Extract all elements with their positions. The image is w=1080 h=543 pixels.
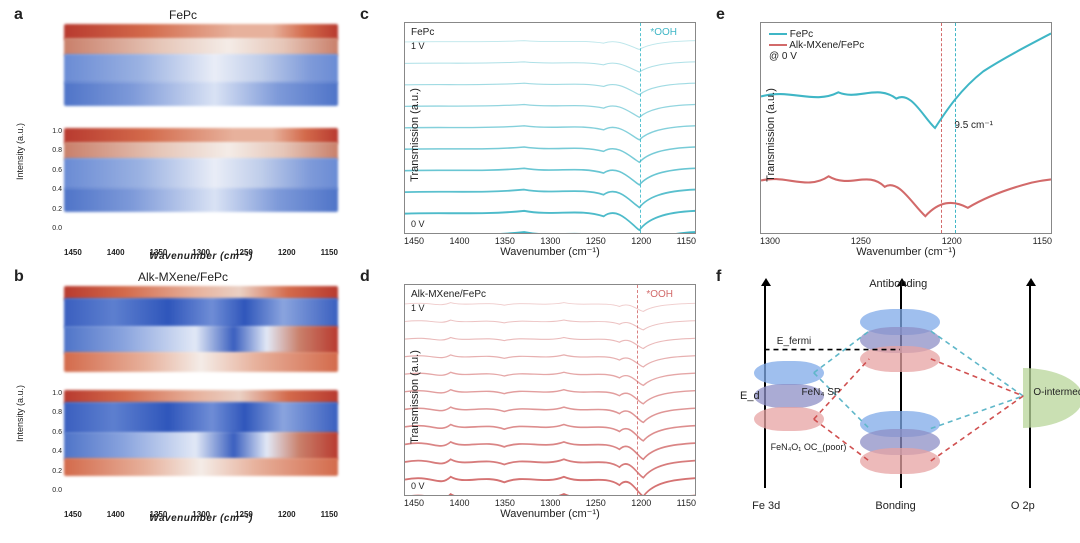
panel-label: d: [360, 268, 370, 286]
schem-caption: Bonding: [875, 500, 915, 512]
panel-e: e FePc Alk-MXene/FePc @ 0 V 9.5 cm⁻¹ 130…: [720, 10, 1060, 260]
panel-f: f AntibondingE_fermiE_dFeN₄ SPFeN₄O₁ OC_…: [720, 272, 1060, 522]
panel-label: f: [716, 268, 721, 286]
y-axis-label: Transmission (a.u.): [409, 350, 421, 444]
spectra-box: FePc Alk-MXene/FePc @ 0 V 9.5 cm⁻¹: [760, 22, 1052, 234]
panel-label: e: [716, 6, 725, 24]
y-axis-label: Intensity (a.u.): [15, 385, 25, 442]
y-axis-label: Transmission (a.u.): [765, 88, 777, 182]
panel-title: Alk-MXene/FePc: [138, 270, 228, 284]
panel-c: c FePc *OOH 1 V 0 V 14501400135013001250…: [364, 10, 704, 260]
panel-label: c: [360, 6, 369, 24]
spectra-svg: [405, 285, 695, 495]
y-axis-label: Transmission (a.u.): [409, 88, 421, 182]
x-axis-label: Wavenumber (cm⁻¹): [64, 513, 338, 524]
figure-grid: a FePc Intensity (a.u.) 1.00.80.60.40.20…: [0, 0, 1080, 543]
y-axis-label: Intensity (a.u.): [15, 123, 25, 180]
spectra-svg: [761, 23, 1051, 233]
spectra-box: FePc *OOH 1 V 0 V: [404, 22, 696, 234]
schem-label: O-intermediates: [1033, 387, 1080, 398]
spectra-box: Alk-MXene/FePc *OOH 1 V 0 V: [404, 284, 696, 496]
panel-a: a FePc Intensity (a.u.) 1.00.80.60.40.20…: [18, 10, 348, 260]
spectra-svg: [405, 23, 695, 233]
panel-d: d Alk-MXene/FePc *OOH 1 V 0 V 1450140013…: [364, 272, 704, 522]
x-axis-label: Wavenumber (cm⁻¹): [404, 245, 696, 258]
y-ticks: 1.00.80.60.40.20.0: [40, 390, 62, 494]
schem-label: FeN₄O₁ OC_(poor): [771, 442, 847, 452]
schem-caption: Fe 3d: [752, 500, 780, 512]
panel-title: FePc: [169, 8, 197, 22]
waterfall-plot-b: [58, 286, 344, 496]
schem-label: Antibonding: [869, 278, 927, 290]
schem-label: E_fermi: [777, 336, 811, 347]
panel-label: b: [14, 268, 24, 286]
schematic: AntibondingE_fermiE_dFeN₄ SPFeN₄O₁ OC_(p…: [746, 280, 1054, 512]
x-axis-label: Wavenumber (cm⁻¹): [404, 507, 696, 520]
waterfall-plot-a: [58, 24, 344, 234]
schem-label: FeN₄ SP: [801, 387, 840, 398]
x-axis-label: Wavenumber (cm⁻¹): [760, 245, 1052, 258]
schem-label: E_d: [740, 390, 760, 402]
panel-label: a: [14, 6, 23, 24]
x-axis-label: Wavenumber (cm⁻¹): [64, 251, 338, 262]
panel-b: b Alk-MXene/FePc Intensity (a.u.) 1.00.8…: [18, 272, 348, 522]
schem-caption: O 2p: [1011, 500, 1035, 512]
y-ticks: 1.00.80.60.40.20.0: [40, 128, 62, 232]
